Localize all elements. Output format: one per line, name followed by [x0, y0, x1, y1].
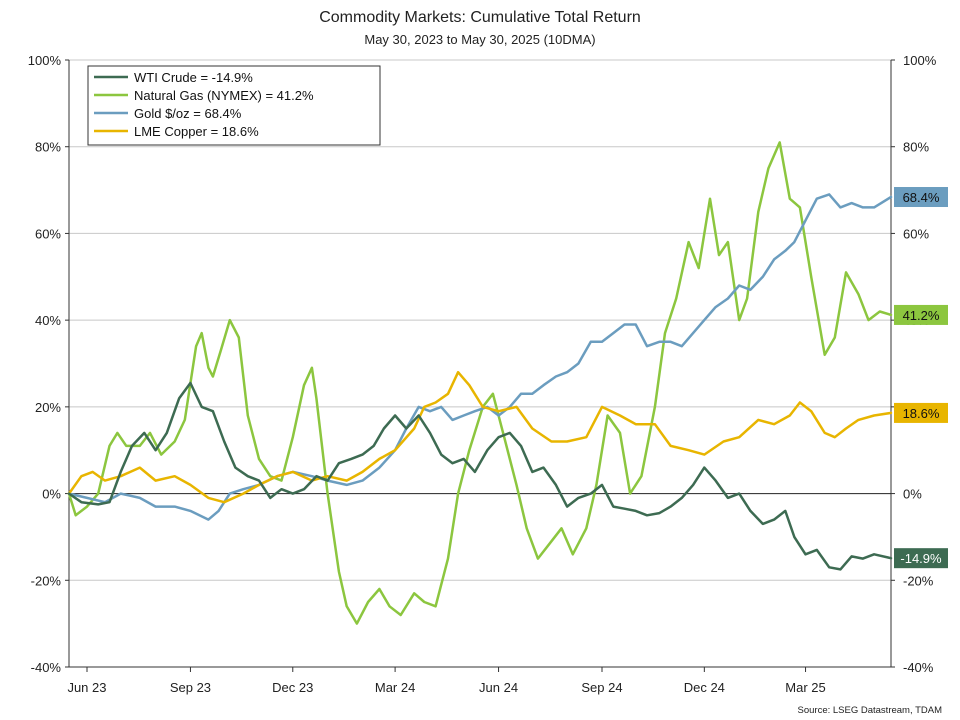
legend-items: WTI Crude = -14.9% Natural Gas (NYMEX) = …	[94, 70, 314, 139]
chart-title: Commodity Markets: Cumulative Total Retu…	[319, 9, 641, 26]
end-label-box	[894, 402, 948, 423]
x-tick-label: Mar 24	[375, 680, 415, 695]
y-tick-label-right: -20%	[903, 573, 934, 588]
legend-label: WTI Crude = -14.9%	[134, 70, 253, 85]
end-label-lme-copper: 18.6%	[894, 402, 948, 423]
end-label-box	[894, 187, 948, 208]
series-line-natural-gas-nymex	[67, 141, 893, 625]
legend-label: LME Copper = 18.6%	[134, 124, 259, 139]
x-tick-label: Sep 23	[170, 680, 211, 695]
end-label-wti-crude: -14.9%	[894, 548, 948, 569]
legend: WTI Crude = -14.9% Natural Gas (NYMEX) = …	[87, 65, 381, 146]
y-tick-label-left: 60%	[35, 226, 61, 241]
end-label-text: 68.4%	[903, 190, 940, 205]
y-tick-label-left: -20%	[31, 573, 62, 588]
y-tick-label-left: 40%	[35, 313, 61, 328]
series-line-lme-copper	[67, 370, 893, 504]
end-label-natural-gas-nymex: 41.2%	[894, 304, 948, 325]
legend-label: Gold $/oz = 68.4%	[134, 106, 242, 121]
x-tick-label: Dec 24	[684, 680, 725, 695]
x-tick-label: Dec 23	[272, 680, 313, 695]
y-tick-label-left: 100%	[28, 53, 62, 68]
legend-box	[87, 65, 381, 146]
x-tick-label: Sep 24	[581, 680, 622, 695]
y-tick-label-right: -40%	[903, 660, 934, 675]
end-label-text: 41.2%	[903, 308, 940, 323]
series-line-gold-oz	[67, 193, 893, 521]
series-lines	[67, 141, 893, 625]
y-tick-label-left: 0%	[42, 487, 61, 502]
chart-subtitle: May 30, 2023 to May 30, 2025 (10DMA)	[364, 32, 595, 47]
end-label-text: 18.6%	[903, 406, 940, 421]
y-tick-label-left: 80%	[35, 140, 61, 155]
tick-labels: -40%-40%-20%-20%0%0%20%20%40%40%60%60%80…	[28, 53, 937, 695]
y-tick-label-right: 80%	[903, 140, 929, 155]
y-tick-label-right: 60%	[903, 226, 929, 241]
y-tick-label-right: 100%	[903, 53, 937, 68]
y-tick-label-left: -40%	[31, 660, 62, 675]
y-tick-label-right: 0%	[903, 487, 922, 502]
x-tick-label: Mar 25	[785, 680, 825, 695]
end-label-box	[894, 548, 948, 569]
legend-label: Natural Gas (NYMEX) = 41.2%	[134, 88, 314, 103]
y-tick-label-left: 20%	[35, 400, 61, 415]
end-label-gold-oz: 68.4%	[894, 187, 948, 208]
series-line-wti-crude	[67, 381, 893, 571]
end-label-box	[894, 304, 948, 325]
x-tick-label: Jun 24	[479, 680, 518, 695]
x-tick-label: Jun 23	[67, 680, 106, 695]
end-labels: -14.9% 41.2% 68.4% 18.6%	[894, 187, 948, 569]
source-note: Source: LSEG Datastream, TDAM	[798, 705, 943, 716]
grid	[69, 59, 891, 668]
axes	[65, 59, 895, 672]
end-label-text: -14.9%	[900, 551, 942, 566]
